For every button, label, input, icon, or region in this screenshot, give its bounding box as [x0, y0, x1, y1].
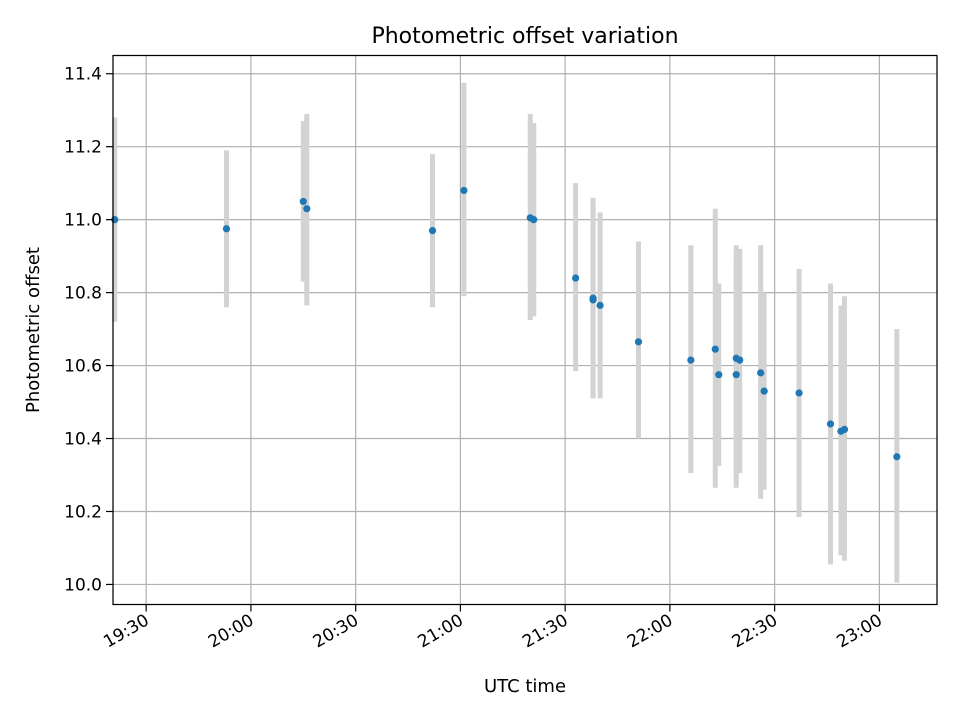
y-tick-label: 10.6	[64, 357, 102, 377]
y-tick-label: 10.4	[64, 430, 102, 450]
x-axis-label: UTC time	[484, 676, 566, 697]
y-axis-ticks: 10.0 10.2 10.4 10.6 10.8 11.0 11.2 11.4	[64, 65, 113, 595]
data-point	[589, 296, 597, 304]
data-point	[795, 389, 803, 397]
data-point	[736, 356, 744, 364]
data-point	[428, 226, 437, 235]
data-points	[111, 186, 901, 461]
data-point	[757, 369, 765, 377]
data-point	[634, 338, 643, 346]
y-tick-label: 11.2	[64, 138, 102, 158]
y-axis-label: Photometric offset	[23, 247, 44, 413]
y-tick-label: 11.4	[64, 65, 102, 85]
data-point	[460, 186, 468, 195]
data-point	[530, 216, 538, 224]
data-point	[826, 420, 835, 428]
plot-frame	[112, 54, 938, 606]
data-point	[222, 225, 231, 233]
y-tick-label: 10.2	[64, 502, 102, 522]
y-tick-label: 11.0	[64, 211, 102, 231]
data-point	[596, 301, 604, 309]
chart-title: Photometric offset variation	[371, 24, 678, 49]
data-point	[840, 425, 849, 434]
data-point	[687, 356, 695, 364]
y-tick-label: 10.0	[64, 575, 102, 595]
data-point	[711, 345, 719, 353]
data-point	[572, 274, 580, 282]
data-point	[760, 387, 768, 395]
data-point	[893, 453, 901, 461]
data-point	[715, 371, 723, 379]
data-point	[303, 205, 311, 213]
data-point	[732, 371, 740, 379]
y-tick-label: 10.8	[64, 284, 102, 304]
data-point	[299, 197, 307, 206]
